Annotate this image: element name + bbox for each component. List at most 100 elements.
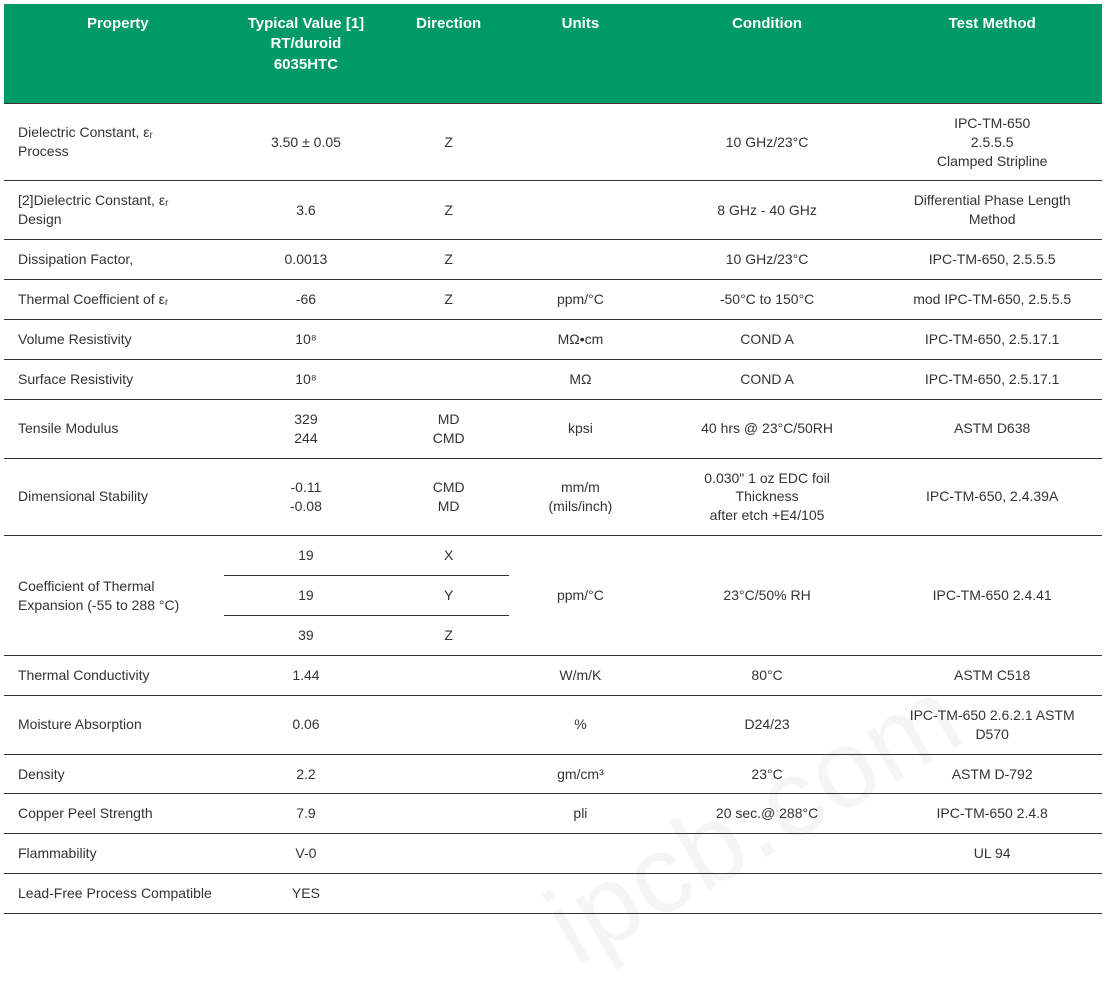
units-cell [509, 834, 652, 873]
property-cell: Thermal Coefficient of εᵣ [4, 280, 224, 319]
direction-cell: Y [388, 576, 509, 615]
value-cell: 10⁸ [224, 359, 389, 398]
units-cell [509, 103, 652, 180]
table-row: Tensile Modulus329244MDCMDkpsi40 hrs @ 2… [4, 399, 1102, 457]
method-cell: Differential Phase Length Method [882, 181, 1102, 239]
method-cell [882, 874, 1102, 913]
value-cell: 1.44 [224, 655, 389, 694]
units-cell: kpsi [509, 399, 652, 457]
value-cell: 19 [224, 576, 389, 615]
table-row: Thermal Conductivity1.44 W/m/K80°CASTM C5… [4, 655, 1102, 694]
direction-cell [388, 359, 509, 398]
value-cell: 19 [224, 536, 389, 575]
table-row: Dissipation Factor,0.0013Z10 GHz/23°CIPC… [4, 240, 1102, 279]
units-cell: ppm/°C [509, 536, 652, 655]
value-cell: -0.11-0.08 [224, 458, 389, 535]
method-cell: mod IPC-TM-650, 2.5.5.5 [882, 280, 1102, 319]
col-header-1: Typical Value [1]RT/duroid6035HTC [224, 4, 389, 103]
method-cell: UL 94 [882, 834, 1102, 873]
property-cell: Moisture Absorption [4, 695, 224, 753]
table-row: Lead-Free Process CompatibleYES [4, 874, 1102, 913]
table-body: Dielectric Constant, εᵣProcess3.50 ± 0.0… [4, 103, 1102, 914]
property-cell: Surface Resistivity [4, 359, 224, 398]
condition-cell: 10 GHz/23°C [652, 103, 883, 180]
condition-cell: -50°C to 150°C [652, 280, 883, 319]
table-row: Volume Resistivity10⁸MΩ•cmCOND AIPC-TM-6… [4, 319, 1102, 358]
method-cell: IPC-TM-650, 2.5.5.5 [882, 240, 1102, 279]
condition-cell: 80°C [652, 655, 883, 694]
table-header: PropertyTypical Value [1]RT/duroid6035HT… [4, 4, 1102, 103]
units-cell: % [509, 695, 652, 753]
condition-cell [652, 874, 883, 913]
property-cell: Dimensional Stability [4, 458, 224, 535]
value-cell: 2.2 [224, 754, 389, 793]
property-cell: Density [4, 754, 224, 793]
table-row: Surface Resistivity10⁸ MΩCOND AIPC-TM-650… [4, 359, 1102, 398]
table-row: Coefficient of Thermal Expansion (-55 to… [4, 536, 1102, 575]
condition-cell: 0.030" 1 oz EDC foilThicknessafter etch … [652, 458, 883, 535]
direction-cell: Z [388, 240, 509, 279]
condition-cell: D24/23 [652, 695, 883, 753]
col-header-4: Condition [652, 4, 883, 103]
table-row: Density2.2gm/cm³23°CASTM D-792 [4, 754, 1102, 793]
units-cell: ppm/°C [509, 280, 652, 319]
units-cell: gm/cm³ [509, 754, 652, 793]
condition-cell: COND A [652, 359, 883, 398]
property-cell: [2]Dielectric Constant, εᵣDesign [4, 181, 224, 239]
direction-cell: MDCMD [388, 399, 509, 457]
table-row: Thermal Coefficient of εᵣ-66Zppm/°C-50°C… [4, 280, 1102, 319]
units-cell: mm/m(mils/inch) [509, 458, 652, 535]
method-cell: ASTM C518 [882, 655, 1102, 694]
table-row: FlammabilityV-0UL 94 [4, 834, 1102, 873]
condition-cell: 40 hrs @ 23°C/50RH [652, 399, 883, 457]
method-cell: IPC-TM-650, 2.5.17.1 [882, 359, 1102, 398]
properties-table: PropertyTypical Value [1]RT/duroid6035HT… [4, 4, 1102, 914]
col-header-5: Test Method [882, 4, 1102, 103]
property-cell: Coefficient of Thermal Expansion (-55 to… [4, 536, 224, 655]
property-cell: Tensile Modulus [4, 399, 224, 457]
condition-cell: 10 GHz/23°C [652, 240, 883, 279]
method-cell: IPC-TM-650, 2.5.17.1 [882, 319, 1102, 358]
units-cell [509, 874, 652, 913]
property-cell: Thermal Conductivity [4, 655, 224, 694]
condition-cell: COND A [652, 319, 883, 358]
direction-cell: X [388, 536, 509, 575]
value-cell: -66 [224, 280, 389, 319]
property-cell: Dielectric Constant, εᵣProcess [4, 103, 224, 180]
value-cell: YES [224, 874, 389, 913]
direction-cell: CMDMD [388, 458, 509, 535]
units-cell [509, 181, 652, 239]
direction-cell: Z [388, 616, 509, 655]
value-cell: 3.6 [224, 181, 389, 239]
method-cell: IPC-TM-650, 2.4.39A [882, 458, 1102, 535]
value-cell: 0.06 [224, 695, 389, 753]
value-cell: 39 [224, 616, 389, 655]
table-row: Dimensional Stability-0.11-0.08CMDMDmm/m… [4, 458, 1102, 535]
direction-cell: Z [388, 181, 509, 239]
method-cell: IPC-TM-650 2.4.41 [882, 536, 1102, 655]
direction-cell [388, 319, 509, 358]
table-row: Dielectric Constant, εᵣProcess3.50 ± 0.0… [4, 103, 1102, 180]
condition-cell: 23°C [652, 754, 883, 793]
units-cell: MΩ [509, 359, 652, 398]
method-cell: IPC-TM-650 2.6.2.1 ASTM D570 [882, 695, 1102, 753]
condition-cell [652, 834, 883, 873]
properties-table-wrap: ipcb.com PropertyTypical Value [1]RT/dur… [4, 4, 1102, 914]
value-cell: V-0 [224, 834, 389, 873]
direction-cell: Z [388, 280, 509, 319]
col-header-2: Direction [388, 4, 509, 103]
units-cell: W/m/K [509, 655, 652, 694]
method-cell: IPC-TM-6502.5.5.5Clamped Stripline [882, 103, 1102, 180]
value-cell: 0.0013 [224, 240, 389, 279]
direction-cell [388, 834, 509, 873]
condition-cell: 8 GHz - 40 GHz [652, 181, 883, 239]
direction-cell [388, 655, 509, 694]
property-cell: Volume Resistivity [4, 319, 224, 358]
col-header-0: Property [4, 4, 224, 103]
table-row: Moisture Absorption0.06%D24/23IPC-TM-650… [4, 695, 1102, 753]
value-cell: 329244 [224, 399, 389, 457]
direction-cell: Z [388, 103, 509, 180]
units-cell [509, 240, 652, 279]
units-cell: MΩ•cm [509, 319, 652, 358]
condition-cell: 23°C/50% RH [652, 536, 883, 655]
